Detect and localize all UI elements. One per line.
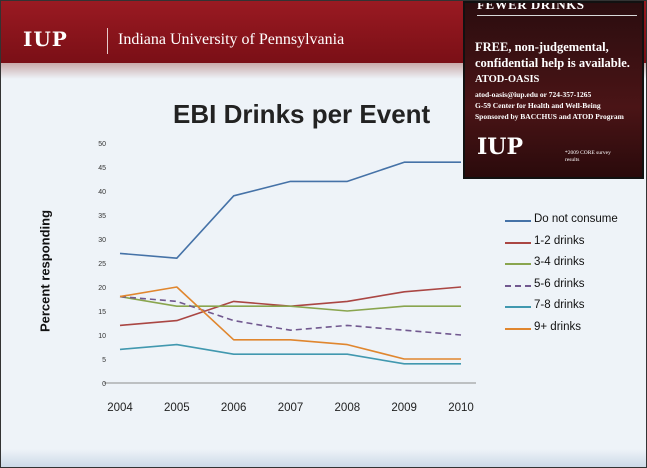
- ad-center: G-59 Center for Health and Well-Being: [475, 101, 601, 110]
- legend-label: Do not consume: [534, 213, 618, 225]
- series-line: [119, 161, 461, 260]
- series-line: [119, 295, 461, 312]
- chart-title: EBI Drinks per Event: [173, 99, 431, 129]
- y-tick-label: 0: [102, 381, 106, 388]
- legend-swatch: [505, 306, 531, 308]
- y-tick-label: 20: [98, 285, 106, 292]
- series-line: [119, 343, 461, 365]
- ad-line-1: FREE, non-judgemental,: [475, 40, 609, 54]
- x-tick-label: 2004: [107, 402, 133, 414]
- x-tick-label: 2006: [221, 402, 247, 414]
- legend-swatch: [505, 263, 531, 265]
- legend-item: 1-2 drinks: [505, 235, 645, 251]
- y-tick-label: 40: [98, 189, 106, 196]
- legend-swatch: [505, 284, 531, 287]
- legend-item: 9+ drinks: [505, 321, 645, 337]
- ad-contact: atod-oasis@iup.edu or 724-357-1265: [475, 90, 592, 99]
- ad-sponsor: Sponsored by BACCHUS and ATOD Program: [475, 112, 624, 121]
- y-tick-label: 45: [98, 165, 106, 172]
- legend-label: 9+ drinks: [534, 320, 581, 333]
- legend-label: 1-2 drinks: [534, 234, 585, 247]
- legend-label: 3-4 drinks: [534, 256, 585, 268]
- bottom-shade: [1, 449, 646, 467]
- advertisement-panel: FEWER DRINKS FREE, non-judgemental, conf…: [463, 1, 644, 179]
- y-tick-label: 10: [98, 333, 106, 340]
- series-line: [119, 295, 462, 336]
- legend-swatch: [505, 241, 531, 244]
- legend-item: 7-8 drinks: [505, 299, 645, 315]
- y-tick-label: 25: [98, 261, 106, 268]
- series-line: [119, 286, 461, 360]
- legend-swatch: [505, 220, 531, 222]
- y-tick-label: 35: [98, 213, 106, 220]
- iup-logo: IUP: [23, 27, 68, 51]
- x-tick-label: 2008: [335, 402, 361, 414]
- legend-swatch: [505, 327, 531, 330]
- legend-item: 5-6 drinks: [505, 278, 645, 294]
- x-tick-label: 2010: [448, 402, 474, 414]
- ad-program-name: ATOD-OASIS: [475, 74, 540, 85]
- ad-line-2: confidential help is available.: [475, 56, 630, 70]
- ad-headline: FEWER DRINKS: [477, 1, 585, 12]
- university-name: Indiana University of Pennsylvania: [118, 31, 345, 48]
- y-tick-label: 15: [98, 309, 106, 316]
- ad-footnote: *2009 CORE survey results: [565, 150, 611, 163]
- x-tick-label: 2007: [278, 402, 304, 414]
- x-tick-label: 2009: [391, 402, 417, 414]
- x-tick-label: 2005: [164, 402, 190, 414]
- legend-item: 3-4 drinks: [505, 256, 645, 272]
- legend-item: Do not consume: [505, 213, 645, 229]
- legend-label: 7-8 drinks: [534, 299, 585, 311]
- y-axis-label: Percent responding: [37, 209, 53, 333]
- y-tick-label: 5: [102, 357, 106, 364]
- y-tick-label: 30: [98, 237, 106, 244]
- logo-divider: [107, 28, 108, 54]
- ad-iup-logo: IUP: [477, 134, 524, 160]
- ad-divider: [477, 15, 637, 16]
- y-tick-label: 50: [98, 141, 106, 148]
- legend-label: 5-6 drinks: [534, 277, 585, 290]
